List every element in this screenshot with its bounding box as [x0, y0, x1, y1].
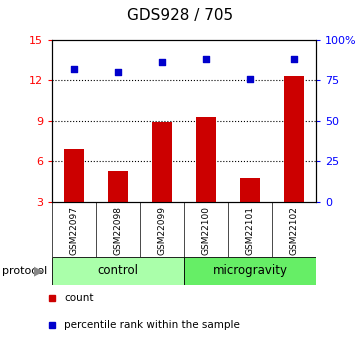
- Text: percentile rank within the sample: percentile rank within the sample: [64, 320, 240, 330]
- Text: count: count: [64, 293, 93, 303]
- Text: GSM22101: GSM22101: [245, 206, 255, 255]
- Bar: [184, 257, 316, 285]
- Point: [71, 66, 77, 72]
- Point: [203, 56, 209, 62]
- Point: [115, 69, 121, 75]
- Bar: [152, 122, 172, 202]
- Text: GSM22099: GSM22099: [158, 206, 167, 255]
- Bar: [240, 178, 260, 202]
- Point: [247, 76, 253, 81]
- Text: GSM22098: GSM22098: [114, 206, 123, 255]
- Text: GSM22100: GSM22100: [201, 206, 210, 255]
- Text: microgravity: microgravity: [213, 264, 287, 277]
- Text: GSM22097: GSM22097: [70, 206, 79, 255]
- Bar: [108, 171, 128, 202]
- Bar: [196, 117, 216, 202]
- Point: [159, 60, 165, 65]
- Text: GSM22102: GSM22102: [290, 206, 299, 255]
- Point: [291, 56, 297, 62]
- Bar: [284, 76, 304, 202]
- Text: protocol: protocol: [2, 266, 47, 276]
- Text: GDS928 / 705: GDS928 / 705: [127, 8, 234, 23]
- Bar: [52, 257, 184, 285]
- Text: control: control: [98, 264, 139, 277]
- Bar: [64, 149, 84, 202]
- Text: ▶: ▶: [34, 264, 43, 277]
